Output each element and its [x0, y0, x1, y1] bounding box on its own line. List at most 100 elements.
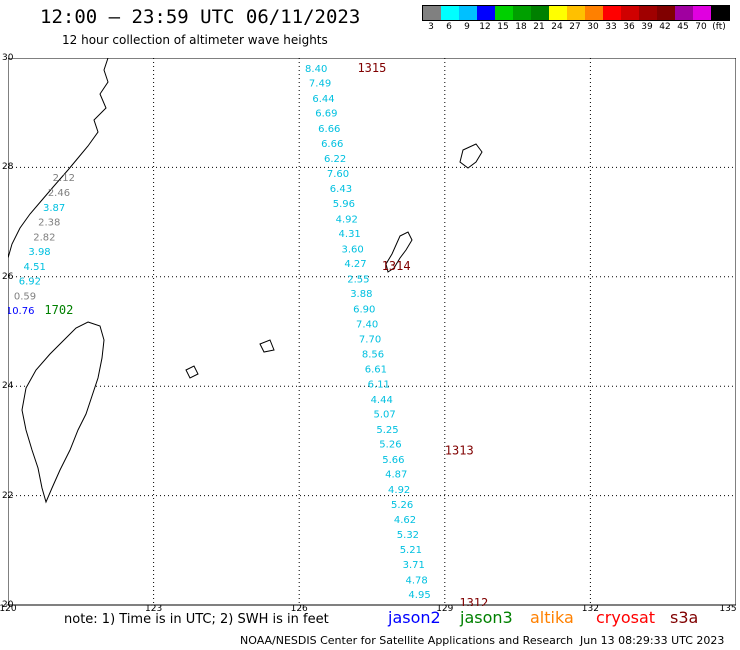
longitude-label: 132: [581, 604, 599, 614]
map-subtitle: 12 hour collection of altimeter wave hei…: [62, 33, 328, 47]
satellite-legend-s3a: s3a: [670, 608, 699, 627]
latitude-label: 28: [2, 162, 14, 173]
wave-height-value: 7.40: [356, 319, 378, 330]
satellite-legend-jason2: jason2: [388, 608, 441, 627]
color-scale-bar: [422, 5, 730, 21]
map-title: 12:00 — 23:59 UTC 06/11/2023: [40, 6, 361, 28]
longitude-label: 126: [290, 604, 308, 614]
wave-height-value: 10.76: [8, 306, 34, 317]
wave-height-value: 4.51: [24, 262, 46, 273]
pass-number-label: 1314: [382, 259, 411, 273]
color-swatch: [441, 6, 459, 20]
wave-height-value: 3.60: [341, 244, 363, 255]
amami-coastline: [459, 143, 483, 169]
color-scale-label: 27: [569, 22, 581, 32]
color-scale-label: 36: [623, 22, 635, 32]
wave-height-value: 6.66: [318, 124, 340, 135]
color-swatch: [459, 6, 477, 20]
color-scale-label: 15: [497, 22, 509, 32]
longitude-label: 123: [145, 604, 163, 614]
color-scale-label: 6: [446, 22, 452, 32]
wave-height-value: 6.22: [324, 154, 346, 165]
pass-number-label: 1312: [459, 596, 488, 606]
wave-height-value: 8.56: [362, 349, 384, 360]
satellite-legend-cryosat: cryosat: [596, 608, 656, 627]
color-swatch: [711, 6, 729, 20]
color-swatch: [567, 6, 585, 20]
china-coastline: [8, 58, 109, 259]
wave-height-value: 2.55: [347, 274, 369, 285]
latitude-label: 22: [2, 490, 14, 501]
lat-lon-grid: [8, 58, 736, 605]
color-swatch: [657, 6, 675, 20]
coastlines: [8, 58, 483, 504]
color-scale-label: 24: [551, 22, 563, 32]
wave-height-value: 3.87: [43, 203, 65, 214]
satellite-legend-altika: altika: [530, 608, 574, 627]
wave-height-value: 5.32: [397, 530, 419, 541]
wave-height-value: 2.82: [33, 232, 55, 243]
wave-height-value: 6.92: [19, 277, 41, 288]
wave-height-value: 2.46: [48, 188, 70, 199]
color-scale-label: 9: [464, 22, 470, 32]
color-scale-label: 33: [605, 22, 617, 32]
latitude-label: 26: [2, 271, 14, 282]
generated-timestamp: Jun 13 08:29:33 UTC 2023: [580, 634, 725, 647]
color-scale-label: 45: [677, 22, 689, 32]
wave-height-value: 3.71: [403, 560, 425, 571]
color-scale-label: 12: [479, 22, 491, 32]
sakishima-coastline: [185, 339, 275, 379]
wave-height-value: 4.31: [339, 229, 361, 240]
color-scale-label: (ft): [712, 22, 726, 32]
longitude-label: 120: [0, 604, 17, 614]
color-scale-label: 21: [533, 22, 545, 32]
color-scale-label: 30: [587, 22, 599, 32]
wave-height-value: 4.92: [388, 485, 410, 496]
pass-number-label: 1702: [44, 303, 73, 317]
wave-height-value: 6.69: [315, 109, 337, 120]
wave-height-value: 0.59: [14, 291, 36, 302]
wave-height-value: 5.96: [333, 199, 355, 210]
map-frame: [8, 58, 736, 606]
wave-height-value: 7.49: [309, 79, 331, 90]
okinawa-coastline: [385, 231, 413, 273]
credit-line: NOAA/NESDIS Center for Satellite Applica…: [240, 634, 574, 647]
wave-height-value: 4.44: [371, 395, 393, 406]
wave-height-value: 4.78: [406, 575, 428, 586]
color-scale-label: 42: [659, 22, 671, 32]
wave-height-value: 6.43: [330, 184, 352, 195]
color-swatch: [639, 6, 657, 20]
wave-height-value: 6.66: [321, 139, 343, 150]
wave-height-value: 5.25: [376, 425, 398, 436]
color-swatch: [675, 6, 693, 20]
wave-height-value: 4.95: [408, 590, 430, 601]
color-scale-label: 18: [515, 22, 527, 32]
color-swatch: [603, 6, 621, 20]
wave-height-value: 7.70: [359, 335, 381, 346]
pass-number-label: 1315: [357, 61, 386, 75]
wave-height-value: 6.44: [312, 94, 334, 105]
wave-height-value: 4.27: [344, 259, 366, 270]
wave-height-value: 3.88: [350, 289, 372, 300]
color-scale-labels: 3 6 9 12 15 18 21 24 27 30 33 36 39 42 45 70 (ft): [422, 22, 728, 34]
color-swatch: [621, 6, 639, 20]
wave-height-value: 4.62: [394, 515, 416, 526]
wave-height-value: 5.66: [382, 455, 404, 466]
wave-height-value: 5.21: [400, 545, 422, 556]
wave-height-value: 5.26: [379, 440, 401, 451]
altimeter-track-a: 8.40 7.49 6.44 6.69 6.66 6.66 6.22 7.60 6.43 5.96…: [305, 64, 431, 601]
satellite-legend-jason3: jason3: [460, 608, 513, 627]
color-swatch: [549, 6, 567, 20]
wave-height-value: 8.40: [305, 64, 327, 75]
color-swatch: [495, 6, 513, 20]
wave-height-value: 6.61: [365, 365, 387, 376]
wave-height-value: 6.90: [353, 305, 375, 316]
wave-height-value: 5.07: [373, 410, 395, 421]
color-swatch: [585, 6, 603, 20]
color-swatch: [477, 6, 495, 20]
latitude-label: 24: [2, 381, 14, 392]
taiwan-coastline: [21, 321, 105, 504]
color-swatch: [423, 6, 441, 20]
color-swatch: [513, 6, 531, 20]
wave-height-value: 6.11: [368, 379, 390, 390]
